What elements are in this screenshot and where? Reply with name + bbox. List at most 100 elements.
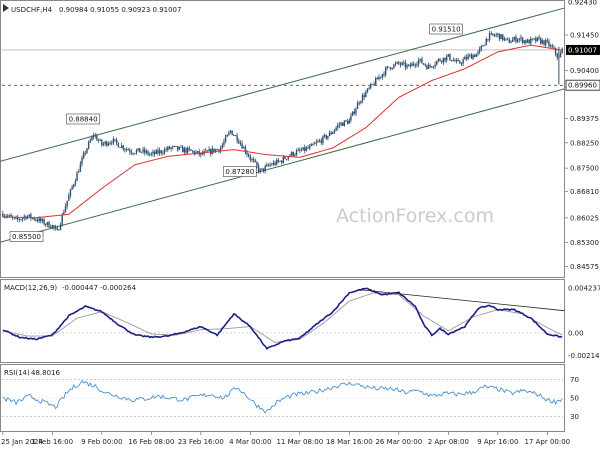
candle-body [158,150,161,154]
candle-body [540,38,542,44]
candle-body [214,149,217,153]
candle-body [427,65,430,69]
candle-body [239,143,242,144]
candle-body [287,156,289,160]
candle-body [403,62,405,64]
candle-body [135,150,138,154]
candle-body [89,140,91,143]
candle-body [272,162,275,165]
price-annotation: 0.91510 [429,23,463,35]
price-tag-label: 0.89960 [568,82,597,90]
candle-body [213,148,215,153]
candle-body [510,41,512,43]
candle-body [375,78,377,85]
candle-body [309,146,311,149]
date-axis-label: 23 Feb 16:00 [178,438,224,446]
candle-body [305,147,308,151]
candle-body [358,102,360,104]
candle-body [157,150,159,154]
candle-body [180,146,182,148]
candle-body [144,149,146,153]
candle-body [247,154,250,157]
candle-body [73,184,75,187]
candle-body [363,95,365,97]
macd-line [2,287,563,350]
candle-body [208,149,210,152]
candle-body [107,143,110,146]
level-price-tag: 0.89960 [565,79,600,91]
candle-body [483,44,486,46]
candle-body [447,54,450,57]
candle-body [224,136,227,142]
candle-body [536,37,539,42]
candle-body [130,152,133,154]
candle-body [181,146,184,153]
candle-body [279,160,281,162]
candle-body [201,152,204,155]
candle-body [282,156,285,163]
candle-body [277,159,280,162]
header-arrow-icon [3,4,9,12]
rsi-title: RSI(14) [4,369,30,377]
candle-body [173,146,176,148]
candle-body [193,151,195,154]
candle-body [28,214,30,217]
candle-body [431,66,433,68]
candle-body [241,143,243,149]
candle-body [391,68,393,70]
candle-body [317,141,319,143]
header: USDCHF,H4 0.90984 0.91055 0.90923 0.9100… [3,4,181,14]
candle-body [8,215,11,216]
candle-body [170,147,172,149]
candle-body [526,39,529,43]
candle-body [342,122,344,126]
candle-body [439,59,441,61]
candle-body [323,135,326,137]
candle-body [48,222,50,228]
candle-body [332,132,334,134]
candle-body [493,35,496,36]
candle-body [87,142,90,149]
price-axis-label: 0.90400 [570,67,599,75]
candle-body [249,156,252,160]
candle-body [472,55,474,59]
candle-body [353,111,355,114]
candle-body [150,153,153,155]
candle-body [325,135,327,139]
candle-body [530,38,532,44]
header-symbol: USDCHF,H4 [11,6,53,14]
candle-body [394,63,397,65]
candle-body [229,130,232,133]
candle-body [160,150,162,154]
candle-body [396,62,398,64]
candle-body [82,153,85,158]
candle-body [56,227,58,230]
candle-body [454,60,456,62]
candle-body [231,130,233,136]
candle-body [35,219,37,221]
candle-body [398,62,400,64]
candle-body [266,164,268,167]
candle-body [175,146,177,148]
candle-body [200,152,202,155]
candle-body [525,40,527,43]
candle-body [310,144,313,147]
candle-body [551,45,553,48]
candle-body [441,60,443,63]
rsi-axis-label: 70 [570,376,579,384]
candle-body [351,111,354,116]
macd-axis-label: 0.00 [568,329,584,337]
candle-body [422,63,425,65]
candle-body [76,172,78,181]
candle-body [292,152,294,156]
candle-body [58,229,60,231]
annotation-box [429,23,463,35]
candle-body [513,37,516,40]
candle-body [132,153,134,155]
date-axis-label: 26 Mar 00:00 [375,438,422,446]
candle-body [259,169,261,172]
candle-body [188,147,190,150]
candle-body [304,147,306,151]
candle-body [401,62,403,65]
rsi-axis-label: 50 [570,395,579,403]
